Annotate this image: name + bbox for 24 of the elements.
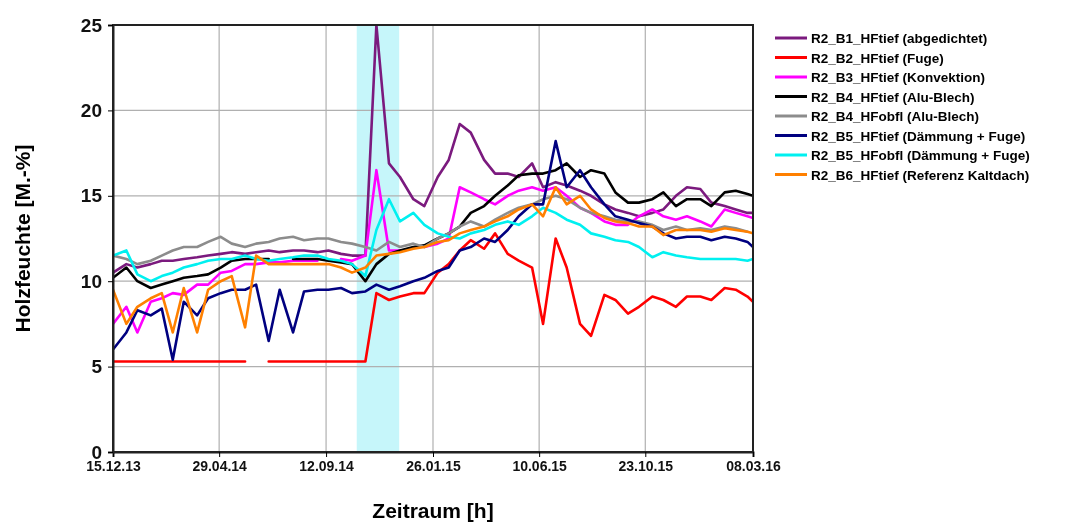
line-series xyxy=(113,139,753,362)
y-tick-label: 25 xyxy=(80,14,103,36)
y-tick-label: 5 xyxy=(91,356,103,378)
x-tick-label: 29.04.14 xyxy=(192,457,248,474)
line-series xyxy=(113,197,753,283)
legend-label: R2_B1_HFtief (abgedichtet) xyxy=(811,31,988,46)
legend-label: R2_B4_HFtief (Alu-Blech) xyxy=(811,89,975,105)
y-tick-label: 20 xyxy=(80,99,102,121)
x-tick-label: 10.06.15 xyxy=(512,457,568,474)
y-tick-label: 10 xyxy=(80,270,102,292)
legend-label: R2_B4_HFobfl (Alu-Blech) xyxy=(811,109,980,124)
x-axis-title: Zeitraum [h] xyxy=(372,499,494,522)
y-tick-label: 15 xyxy=(80,185,103,207)
x-tick-label: 12.09.14 xyxy=(299,457,355,474)
y-axis-title: Holzfeuchte [M.-%] xyxy=(11,144,34,333)
legend-label: R2_B3_HFtief (Konvektion) xyxy=(811,70,986,85)
legend-label: R2_B5_HFtief (Dämmung + Fuge) xyxy=(811,128,1026,144)
legend-label: R2_B6_HFtief (Referenz Kaltdach) xyxy=(811,167,1030,183)
legend-label: R2_B2_HFtief (Fuge) xyxy=(811,50,944,66)
legend-label: R2_B5_HFobfl (Dämmung + Fuge) xyxy=(811,148,1030,163)
x-tick-label: 23.10.15 xyxy=(618,457,674,474)
x-tick-label: 08.03.16 xyxy=(726,457,781,474)
x-tick-label: 26.01.15 xyxy=(406,457,461,474)
line-series xyxy=(113,25,753,274)
